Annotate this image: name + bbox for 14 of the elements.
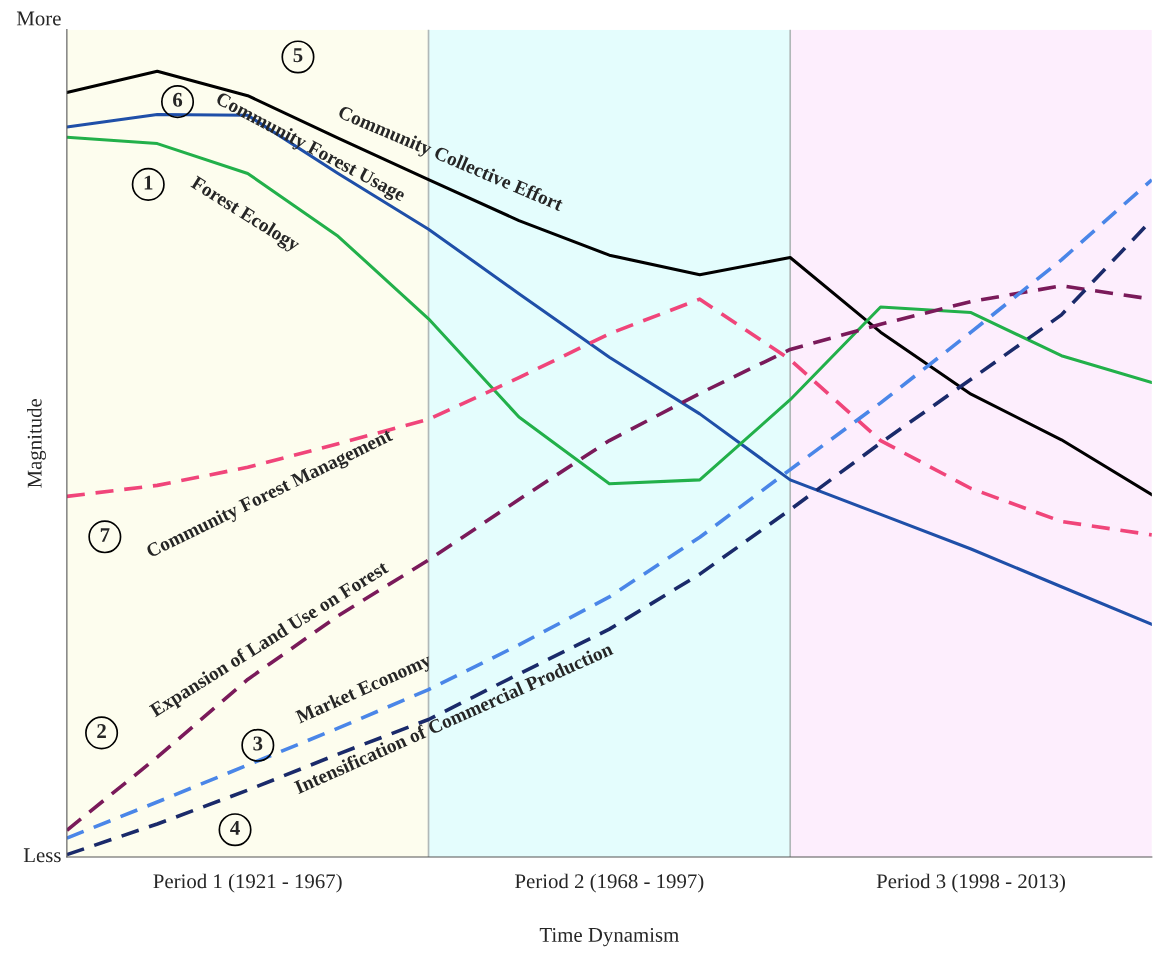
- text: Less: [23, 848, 61, 863]
- annotation: 4: [230, 820, 240, 835]
- annotation: 6: [173, 92, 183, 107]
- annotation: 3: [253, 736, 263, 751]
- x-tick-label: Period 2 (1968 - 1997): [515, 873, 704, 893]
- x-tick-label: Period 3 (1998 - 2013): [876, 873, 1065, 893]
- annotation: 1: [144, 175, 153, 190]
- annotation: 7: [100, 528, 110, 542]
- text: 5: [293, 48, 303, 63]
- x-axis-title: Time Dynamism: [539, 927, 679, 947]
- text: More: [16, 11, 61, 26]
- annotation: 2: [97, 724, 106, 738]
- y-axis-title: Magnitude: [27, 398, 46, 488]
- x-tick-label: Period 1 (1921 - 1967): [153, 873, 342, 893]
